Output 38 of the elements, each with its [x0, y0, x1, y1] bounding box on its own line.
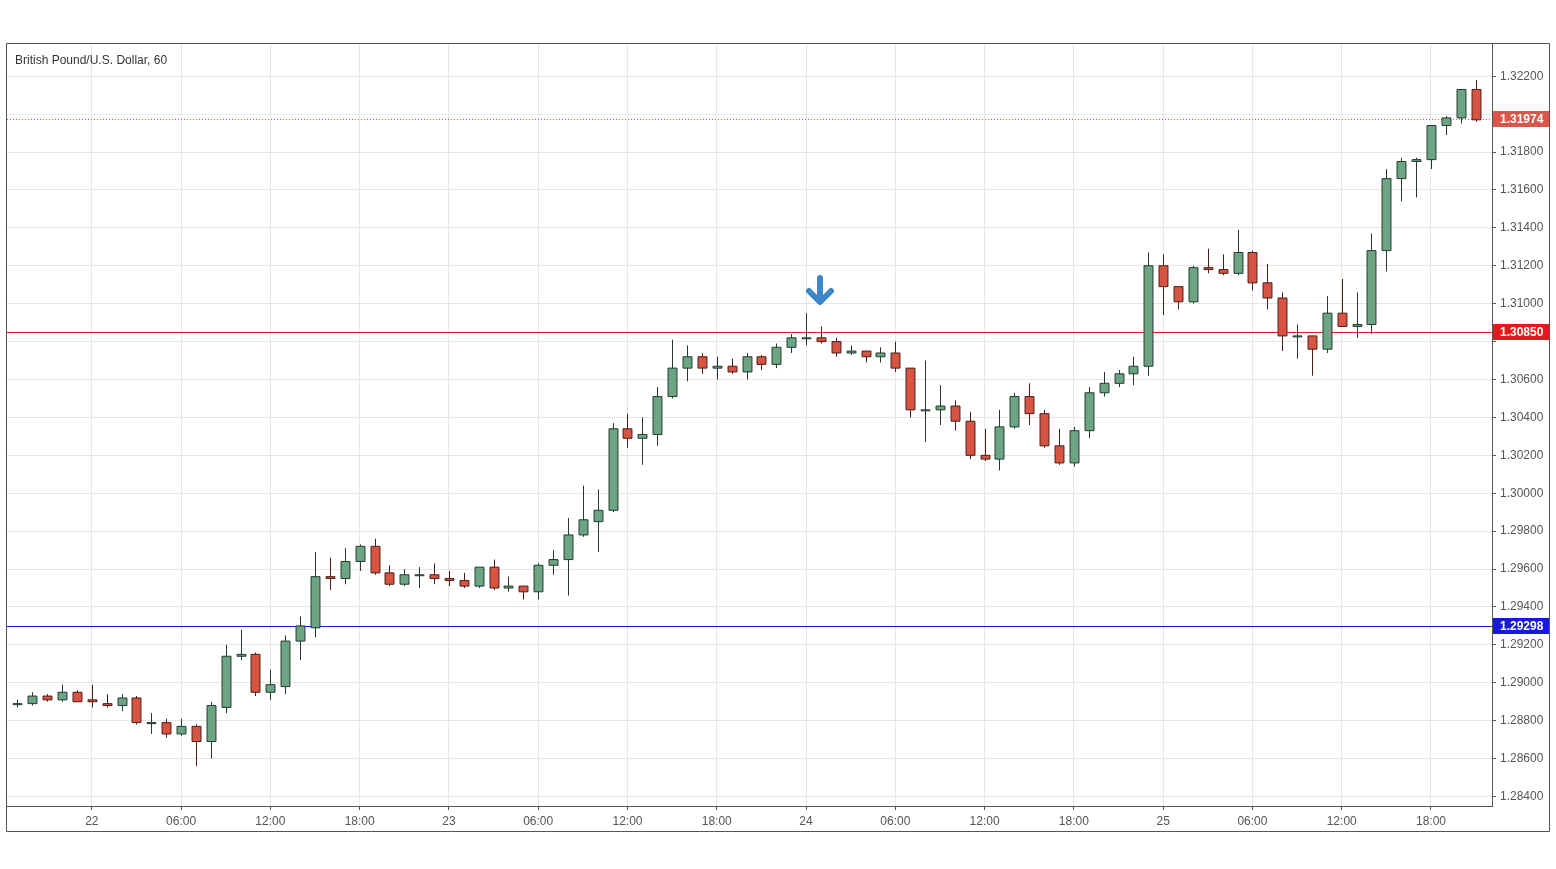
- x-tick-label: 18:00: [344, 813, 375, 828]
- y-tick-label: 1.30600: [1500, 371, 1544, 386]
- y-tick-label: 1.29200: [1500, 637, 1544, 652]
- x-tick-label: 12:00: [612, 813, 643, 828]
- x-tick-label: 12:00: [255, 813, 286, 828]
- x-tick-label: 06:00: [880, 813, 911, 828]
- y-tick-label: 1.31600: [1500, 182, 1544, 197]
- y-tick-label: 1.29400: [1500, 599, 1544, 614]
- x-tick-label: 12:00: [1326, 813, 1358, 828]
- ref-line-label: 1.30850: [1500, 325, 1544, 340]
- text: British Pound/U.S. Dollar, 60: [15, 53, 168, 67]
- x-tick-label: 23: [442, 813, 456, 828]
- x-tick-label: 18:00: [1415, 813, 1447, 828]
- x-tick-label: 06:00: [523, 813, 554, 828]
- y-tick-label: 1.31200: [1500, 258, 1544, 273]
- y-tick-label: 1.31000: [1500, 296, 1544, 310]
- x-tick-label: 24: [799, 813, 814, 828]
- y-tick-label: 1.30400: [1500, 409, 1544, 424]
- y-tick-label: 1.30000: [1500, 485, 1544, 500]
- x-tick-label: 25: [1156, 813, 1171, 828]
- y-tick-label: 1.29000: [1500, 675, 1544, 690]
- y-tick-label: 1.28400: [1500, 788, 1544, 803]
- y-tick-label: 1.28800: [1500, 713, 1544, 728]
- x-tick-label: 18:00: [701, 813, 733, 828]
- x-tick-label: 06:00: [1237, 813, 1268, 828]
- y-tick-label: 1.29800: [1500, 523, 1544, 538]
- y-tick-label: 1.32200: [1500, 68, 1544, 83]
- y-tick-label: 1.31400: [1500, 220, 1544, 235]
- y-tick-label: 1.28600: [1500, 750, 1544, 765]
- x-tick-label: 18:00: [1058, 813, 1090, 828]
- y-tick-label: 1.30200: [1500, 447, 1544, 462]
- ref-line-label: 1.31974: [1500, 112, 1544, 127]
- y-tick-label: 1.29600: [1500, 561, 1544, 576]
- ref-line-label: 1.29298: [1500, 619, 1544, 634]
- x-tick-label: 22: [85, 813, 99, 828]
- x-tick-label: 12:00: [969, 813, 1000, 828]
- x-tick-label: 06:00: [166, 813, 197, 828]
- y-tick-label: 1.31800: [1500, 144, 1544, 159]
